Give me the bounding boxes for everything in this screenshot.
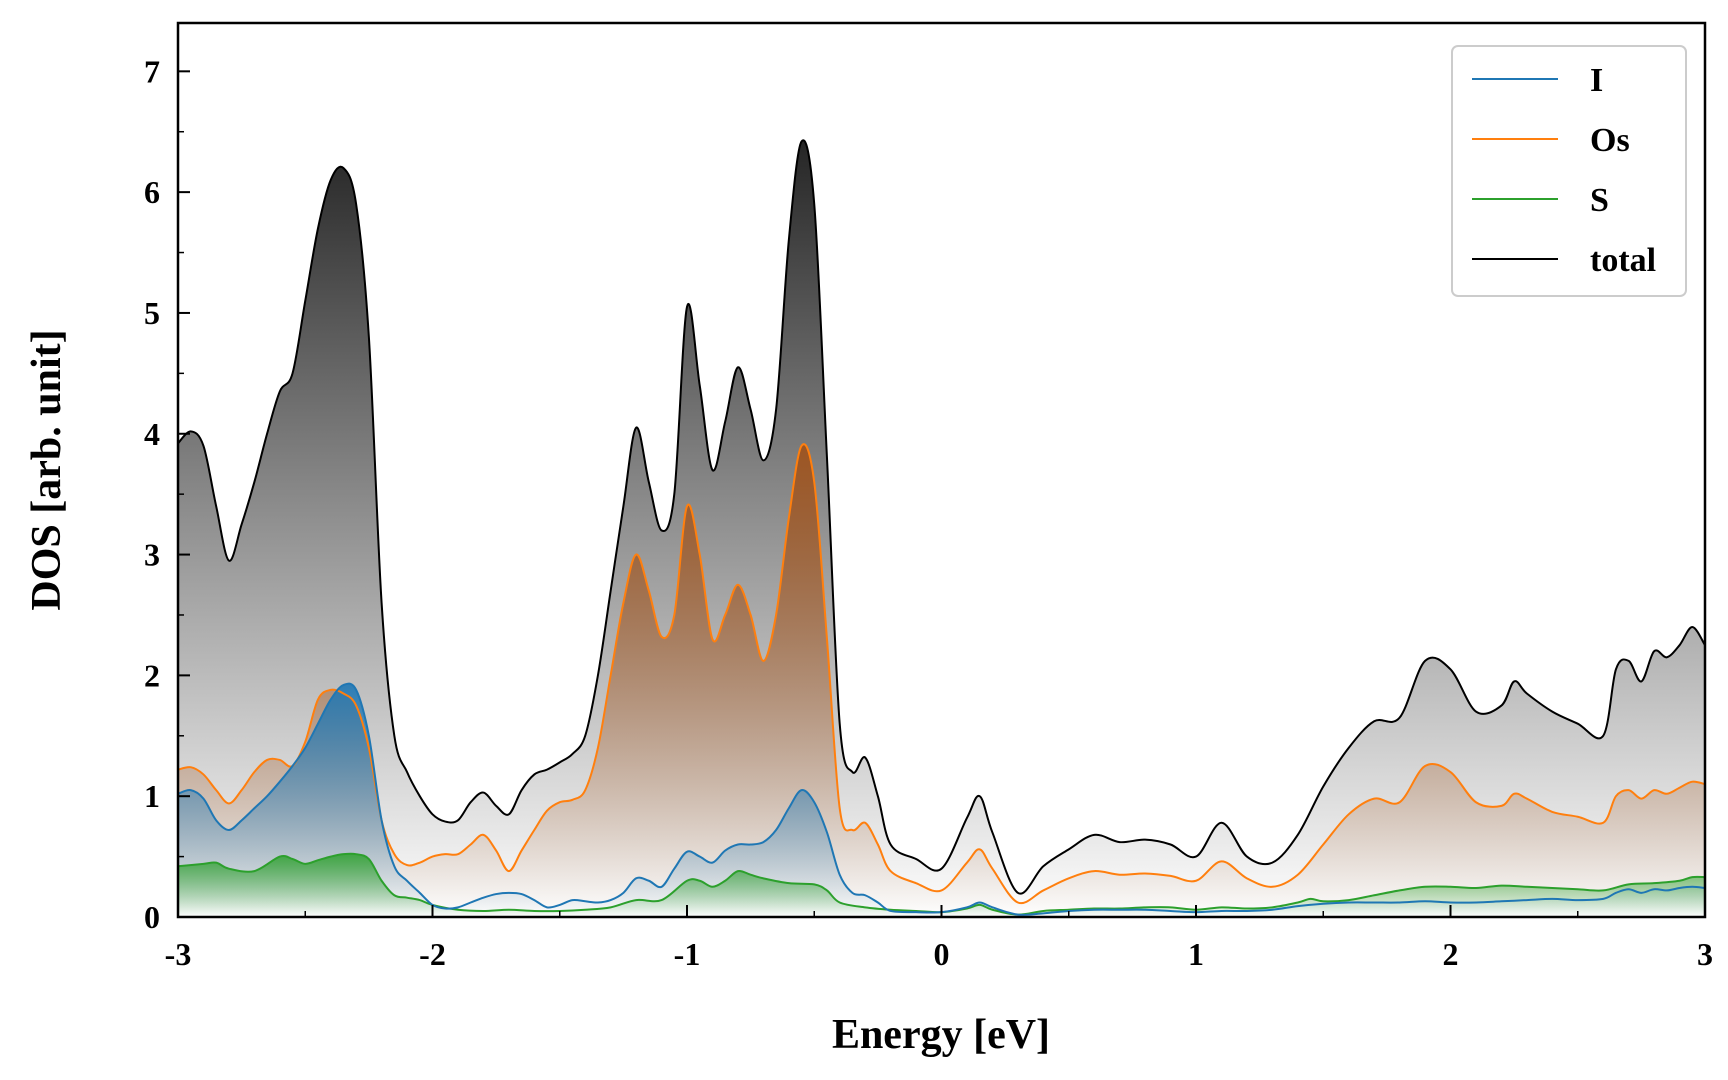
x-tick-label: 1 [1188, 936, 1204, 972]
series-fills [178, 140, 1705, 918]
y-tick-label: 5 [144, 295, 160, 331]
x-axis-label: Energy [eV] [832, 1012, 1050, 1058]
series-lines [177, 139, 1706, 916]
y-tick-label: 6 [144, 174, 160, 210]
x-axis-ticks: -3 -2 -1 0 1 2 3 [165, 905, 1713, 972]
x-tick-label: 0 [934, 936, 950, 972]
area-fill-s [178, 853, 1705, 917]
legend-frame [1451, 45, 1687, 297]
legend-label-s: S [1590, 182, 1609, 219]
legend-label-os: Os [1590, 122, 1630, 159]
y-axis-label: DOS [arb. unit] [24, 329, 70, 610]
y-tick-label: 0 [144, 899, 160, 935]
x-tick-label: -2 [419, 936, 446, 972]
y-axis-ticks: 0 1 2 3 4 5 6 7 [144, 53, 190, 935]
y-tick-label: 3 [144, 537, 160, 573]
series-line-i [177, 682, 1706, 916]
x-tick-label: 2 [1443, 936, 1459, 972]
x-tick-label: -1 [674, 936, 701, 972]
legend-label-total: total [1590, 242, 1656, 279]
x-tick-label: -3 [165, 936, 192, 972]
legend-label-i: I [1590, 62, 1603, 99]
x-tick-label: 3 [1697, 936, 1713, 972]
y-tick-label: 2 [144, 657, 160, 693]
series-line-total [177, 139, 1706, 895]
y-tick-label: 7 [144, 53, 160, 89]
series-line-s [177, 852, 1706, 916]
y-tick-label: 4 [144, 416, 160, 452]
y-tick-label: 1 [144, 778, 160, 814]
